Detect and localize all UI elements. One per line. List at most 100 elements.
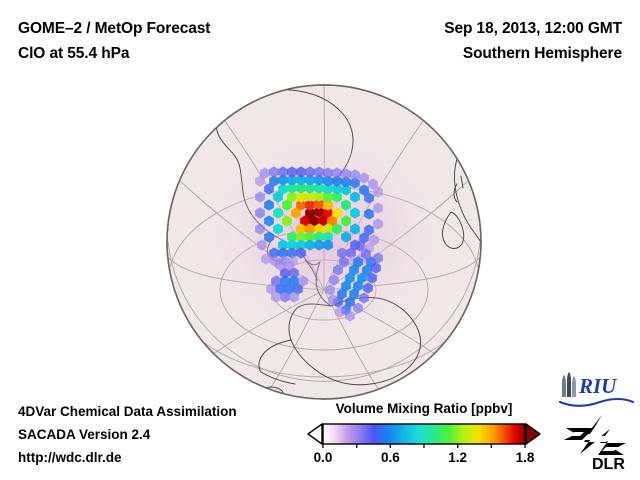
data-cell (287, 166, 297, 178)
data-cell (314, 166, 324, 178)
header-left: GOME–2 / MetOp Forecast ClO at 55.4 hPa (18, 16, 210, 66)
data-cell (341, 176, 351, 188)
data-cell (373, 218, 383, 230)
data-cell (328, 294, 338, 306)
data-cell (296, 166, 306, 178)
data-cell (323, 223, 333, 235)
data-cell (341, 215, 351, 227)
data-cell (345, 310, 355, 322)
data-cell (323, 191, 333, 203)
data-cell (255, 175, 265, 187)
data-cell (309, 215, 319, 227)
data-cell (287, 174, 297, 186)
colorbar-tick-label: 0.6 (380, 450, 400, 465)
data-cell (345, 296, 355, 308)
data-cell (314, 174, 324, 186)
colorbar-tick-label: 0.0 (313, 450, 333, 465)
data-cell (271, 275, 281, 287)
data-cell (278, 239, 288, 251)
data-cell (261, 253, 271, 265)
data-cell (350, 191, 360, 203)
data-cell (318, 215, 328, 227)
data-cell (280, 275, 290, 287)
data-cell (305, 239, 315, 251)
data-cell (305, 223, 315, 235)
data-cell (323, 183, 333, 195)
data-cell (273, 191, 283, 203)
data-cell (341, 199, 351, 211)
data-cell (355, 240, 365, 252)
data-cell (289, 291, 299, 303)
data-cell (273, 223, 283, 235)
data-cell (289, 267, 299, 279)
data-cell (278, 166, 288, 178)
data-cell (349, 288, 359, 300)
data-cell (314, 223, 324, 235)
data-cell (353, 302, 363, 314)
timestamp-label: Sep 18, 2013, 12:00 GMT (444, 20, 622, 37)
data-cell (305, 207, 315, 219)
globe-map (165, 84, 483, 402)
riu-logo: RIU (556, 371, 636, 411)
colorbar-under-arrow (307, 423, 323, 445)
data-cell (325, 284, 335, 296)
data-cell (353, 280, 363, 292)
colorbar-tick-labels: 0.0 0.6 1.2 1.8 (306, 450, 542, 470)
data-cell (373, 252, 383, 264)
data-cell (260, 167, 270, 179)
colorbar-tick-label: 1.2 (448, 450, 468, 465)
data-cell (314, 239, 324, 251)
data-cell (373, 186, 383, 198)
data-cell (314, 190, 324, 202)
footer-credits: 4DVar Chemical Data Assimilation SACADA … (18, 400, 237, 469)
header-right: Sep 18, 2013, 12:00 GMT Southern Hemisph… (444, 16, 622, 66)
version-label: SACADA Version 2.4 (18, 427, 151, 442)
data-cell (332, 207, 342, 219)
data-cell (296, 174, 306, 186)
data-cell (298, 275, 308, 287)
riu-logo-text: RIU (578, 374, 618, 398)
data-cell (333, 264, 343, 276)
data-cell (284, 259, 294, 271)
data-cell (255, 191, 265, 203)
data-cell (332, 183, 342, 195)
data-cell (273, 207, 283, 219)
data-cell (300, 215, 310, 227)
data-cell (282, 215, 292, 227)
colorbar-title: Volume Mixing Ratio [ppbv] (335, 401, 513, 416)
dlr-logo-graphic: DLR (564, 415, 626, 473)
data-cell (287, 247, 297, 259)
data-cell (305, 182, 315, 194)
dlr-logo: DLR (562, 414, 638, 473)
data-cell (353, 256, 363, 268)
data-cell (373, 202, 383, 214)
data-cell (332, 223, 342, 235)
data-cell (278, 174, 288, 186)
riu-logo-graphic: RIU (558, 372, 635, 407)
species-level-title: ClO at 55.4 hPa (18, 45, 130, 62)
data-cell (278, 247, 288, 259)
data-cell (296, 182, 306, 194)
data-cell (255, 223, 265, 235)
colorbar-over-arrow (525, 423, 541, 445)
data-cell (341, 280, 351, 292)
data-cell (363, 282, 373, 294)
data-cell (332, 167, 342, 179)
data-cell (341, 184, 351, 196)
colorbar: Volume Mixing Ratio [ppbv] 0.0 0.6 1.2 1.8 (306, 400, 542, 470)
data-cell (291, 207, 301, 219)
data-cell (305, 174, 315, 186)
data-cell (323, 175, 333, 187)
instrument-title: GOME–2 / MetOp Forecast (18, 20, 211, 37)
data-cell (359, 232, 369, 244)
colorbar-gradient (322, 423, 526, 445)
data-cell (364, 224, 374, 236)
riu-towers-icon (562, 372, 576, 397)
colorbar-tick-label: 1.8 (515, 450, 535, 465)
data-cell (314, 182, 324, 194)
data-cell (359, 184, 369, 196)
data-cell (296, 239, 306, 251)
website-url[interactable]: http://wdc.dlr.de (18, 450, 122, 465)
data-cell (305, 231, 315, 243)
data-cell (284, 283, 294, 295)
